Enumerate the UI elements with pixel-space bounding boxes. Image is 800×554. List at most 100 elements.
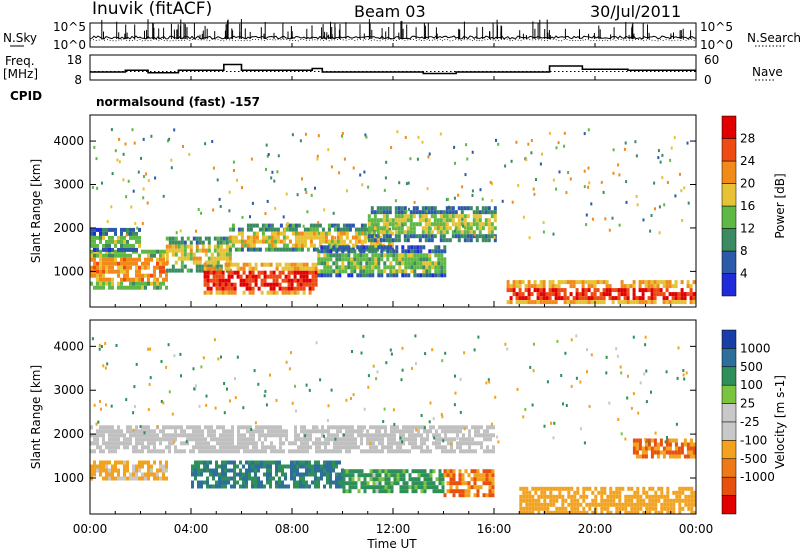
power-cell <box>413 245 417 250</box>
power-cell <box>159 285 162 290</box>
power-cell <box>249 243 253 248</box>
velocity-cell <box>200 472 203 477</box>
power-cell <box>353 261 357 266</box>
power-cell <box>237 239 241 244</box>
velocity-cell <box>642 502 646 507</box>
velocity-cell <box>314 468 317 473</box>
power-cell <box>99 253 102 258</box>
velocity-cell <box>329 468 332 473</box>
velocity-cell <box>321 425 324 430</box>
velocity-cell <box>351 485 355 490</box>
power-cell <box>390 146 393 149</box>
power-cell <box>401 245 405 250</box>
power-cell <box>599 300 603 305</box>
velocity-cell <box>314 476 317 481</box>
velocity-cell <box>201 437 204 442</box>
power-cell <box>409 234 413 239</box>
power-cell <box>93 253 96 258</box>
power-cell <box>379 230 383 235</box>
power-cell <box>530 284 534 289</box>
velocity-cell <box>279 425 282 430</box>
power-cell <box>650 288 654 293</box>
power-cell <box>666 181 669 184</box>
velocity-colorbar-label: -25 <box>740 415 760 429</box>
power-cell <box>299 270 303 275</box>
velocity-cell <box>245 472 248 477</box>
velocity-cell <box>657 494 661 499</box>
velocity-cell <box>333 449 336 454</box>
velocity-cell <box>692 454 696 459</box>
power-cell <box>428 152 431 156</box>
velocity-cell <box>293 460 296 465</box>
power-cell <box>442 218 446 223</box>
power-cell <box>462 224 465 228</box>
power-cell <box>216 244 220 249</box>
velocity-cell <box>245 480 248 485</box>
power-cell <box>394 218 398 223</box>
power-cell <box>341 249 345 254</box>
power-cell <box>380 257 384 262</box>
velocity-cell <box>123 433 126 438</box>
velocity-cell <box>252 441 255 446</box>
date-title: 30/Jul/2011 <box>590 2 682 21</box>
velocity-cell <box>644 335 647 339</box>
velocity-cell <box>160 400 163 403</box>
power-cell <box>180 264 184 269</box>
velocity-cell <box>308 484 311 489</box>
power-cell <box>345 227 349 232</box>
velocity-cell <box>129 437 132 442</box>
velocity-cell <box>491 469 495 474</box>
velocity-cell <box>218 464 221 469</box>
velocity-cell <box>468 429 471 434</box>
power-cell <box>102 265 105 270</box>
velocity-cell <box>309 445 312 450</box>
velocity-cell <box>665 442 669 447</box>
velocity-cell <box>528 490 532 495</box>
velocity-cell <box>285 433 288 438</box>
velocity-cell <box>456 425 459 430</box>
velocity-cell <box>99 449 102 454</box>
power-cell <box>282 215 285 219</box>
power-cell <box>461 217 464 221</box>
power-cell <box>356 253 360 258</box>
velocity-cell <box>582 486 586 491</box>
velocity-cell <box>360 425 363 430</box>
velocity-cell <box>126 476 129 481</box>
power-cell <box>565 191 568 195</box>
velocity-cell <box>111 472 114 477</box>
velocity-cell <box>558 486 562 491</box>
power-cell <box>270 227 274 232</box>
power-cell <box>436 210 440 215</box>
power-cell <box>168 240 172 245</box>
velocity-cell <box>680 442 684 447</box>
velocity-cell <box>342 433 345 437</box>
velocity-cell <box>662 446 666 451</box>
velocity-cell <box>323 464 326 469</box>
velocity-cell <box>656 442 660 447</box>
power-cell <box>386 245 390 250</box>
power-cell <box>434 253 438 258</box>
power-cell <box>390 243 394 248</box>
power-cell <box>391 222 395 227</box>
velocity-cell <box>336 433 339 438</box>
velocity-cell <box>297 449 300 454</box>
velocity-cell <box>684 486 688 491</box>
power-cell <box>389 245 393 250</box>
power-cell <box>376 226 380 231</box>
power-cell <box>204 142 207 146</box>
velocity-cell <box>420 485 424 490</box>
velocity-cell <box>650 390 652 394</box>
power-cell <box>306 227 310 232</box>
velocity-cell <box>480 441 483 446</box>
velocity-cell <box>222 449 225 454</box>
power-cell <box>165 236 169 241</box>
velocity-cell <box>459 410 462 414</box>
power-cell <box>457 222 461 227</box>
velocity-cell <box>257 460 260 465</box>
velocity-cell <box>464 493 468 498</box>
velocity-cell <box>543 502 547 507</box>
velocity-cell <box>452 489 456 494</box>
velocity-cell <box>674 446 678 451</box>
velocity-cell <box>342 485 346 490</box>
power-cell <box>563 292 567 297</box>
